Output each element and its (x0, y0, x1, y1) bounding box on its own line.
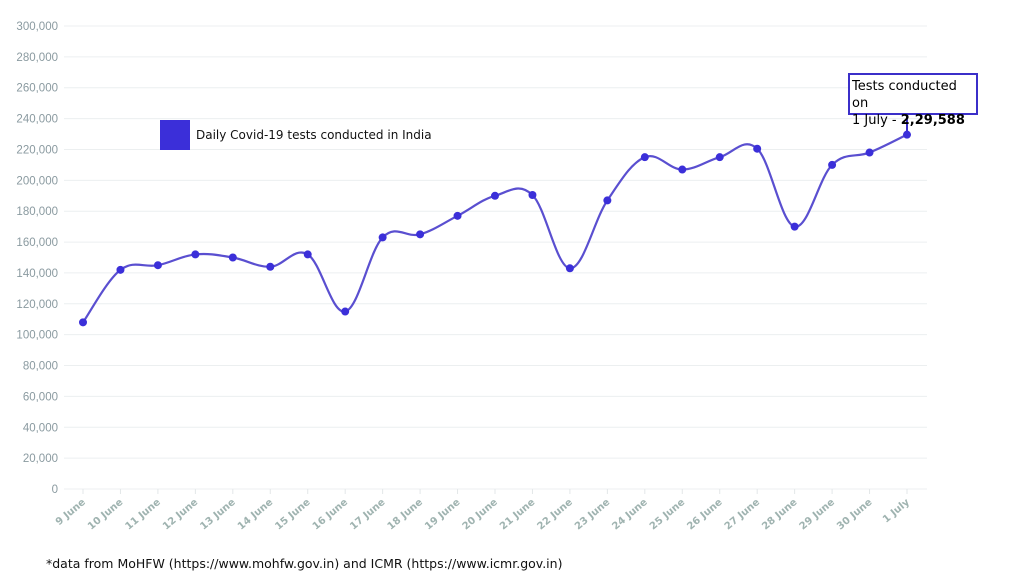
data-point (228, 253, 237, 262)
annotation-value: 2,29,588 (900, 113, 965, 128)
y-tick-label: 20,000 (23, 453, 58, 465)
y-tick-label: 40,000 (23, 422, 58, 434)
x-tick-label: 25 June (648, 497, 688, 533)
x-tick-label: 24 June (610, 497, 650, 533)
y-tick-label: 0 (52, 484, 58, 496)
data-point (191, 250, 200, 259)
x-tick-label: 29 June (798, 497, 838, 533)
annotation-prefix: 1 July - (852, 113, 901, 128)
data-point (753, 144, 762, 153)
data-point (715, 153, 724, 162)
x-tick-label: 17 June (348, 497, 388, 533)
data-point (378, 233, 387, 242)
x-tick-label: 15 June (273, 497, 313, 533)
y-tick-label: 140,000 (16, 268, 58, 280)
x-tick-label: 9 June (54, 497, 88, 528)
data-point (303, 250, 312, 259)
y-tick-label: 260,000 (16, 83, 58, 95)
data-point (565, 264, 574, 273)
data-point (116, 265, 125, 274)
footnote: *data from MoHFW (https://www.mohfw.gov.… (46, 556, 563, 571)
data-point (603, 196, 612, 205)
data-point (153, 261, 162, 270)
legend: Daily Covid-19 tests conducted in India (160, 120, 432, 150)
x-tick-label: 20 June (461, 497, 501, 533)
data-point (790, 222, 799, 231)
x-tick-label: 18 June (386, 497, 426, 533)
y-tick-label: 60,000 (23, 391, 58, 403)
data-point (865, 148, 874, 157)
y-tick-label: 280,000 (16, 52, 58, 64)
x-tick-label: 27 June (723, 497, 763, 533)
data-point (416, 230, 425, 239)
x-tick-label: 10 June (86, 497, 126, 533)
y-tick-label: 80,000 (23, 361, 58, 373)
x-tick-label: 22 June (535, 497, 575, 533)
data-point (828, 160, 837, 169)
y-tick-label: 200,000 (16, 175, 58, 187)
x-tick-label: 16 June (311, 497, 351, 533)
data-point (79, 318, 87, 327)
x-tick-label: 11 June (123, 497, 163, 533)
series-line (82, 133, 908, 323)
annotation-line1: Tests conducted on (852, 79, 957, 111)
annotation-box: Tests conducted on 1 July - 2,29,588 (848, 73, 978, 128)
y-tick-label: 240,000 (16, 114, 58, 126)
data-point (678, 165, 687, 174)
x-tick-label: 21 June (498, 497, 538, 533)
x-tick-label: 1 July (881, 497, 912, 526)
x-tick-label: 19 June (423, 497, 463, 533)
y-tick-label: 120,000 (16, 299, 58, 311)
x-tick-label: 23 June (573, 497, 613, 533)
data-point (266, 262, 275, 271)
x-tick-label: 28 June (760, 497, 800, 533)
legend-swatch (160, 120, 190, 150)
data-point (491, 191, 499, 200)
x-tick-label: 12 June (161, 497, 201, 533)
data-point (341, 307, 350, 316)
data-point (903, 130, 911, 139)
y-tick-label: 100,000 (16, 330, 58, 342)
y-tick-label: 300,000 (16, 21, 58, 33)
data-point (528, 190, 537, 199)
data-point (640, 153, 649, 162)
x-tick-label: 14 June (236, 497, 276, 533)
y-tick-label: 160,000 (16, 237, 58, 249)
y-tick-label: 180,000 (16, 206, 58, 218)
x-tick-label: 13 June (198, 497, 238, 533)
legend-label: Daily Covid-19 tests conducted in India (196, 128, 432, 142)
x-tick-label: 26 June (685, 497, 725, 533)
y-tick-label: 220,000 (16, 144, 58, 156)
data-point (453, 211, 462, 220)
x-tick-label: 30 June (835, 497, 875, 533)
